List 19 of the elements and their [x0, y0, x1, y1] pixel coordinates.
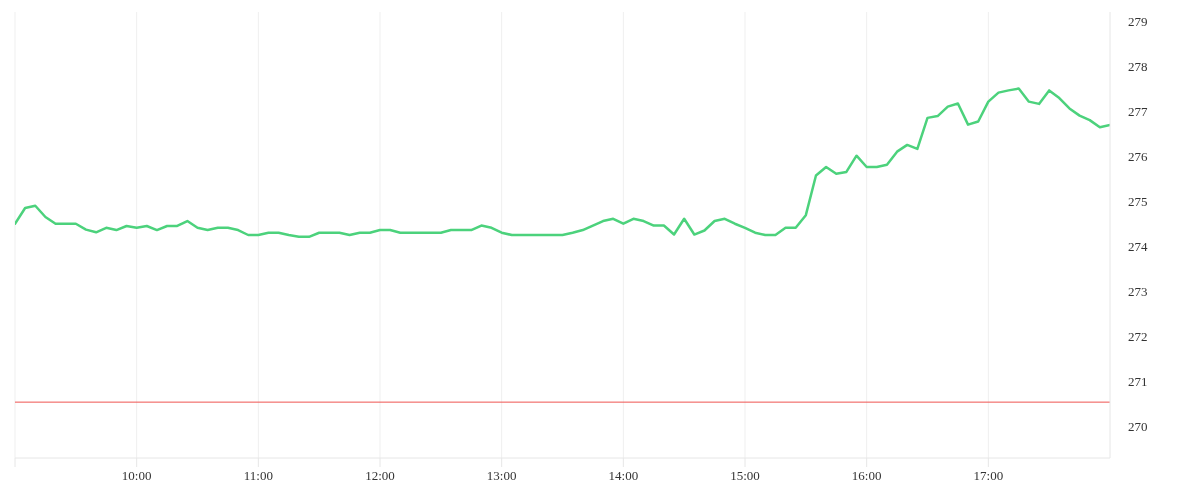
- y-tick-label: 278: [1128, 58, 1148, 74]
- x-tick-label: 12:00: [365, 468, 395, 484]
- x-tick-label: 15:00: [730, 468, 760, 484]
- x-tick-label: 16:00: [851, 468, 882, 484]
- x-tick-label: 11:00: [243, 468, 273, 484]
- y-tick-label: 274: [1128, 238, 1148, 254]
- x-tick-label: 17:00: [973, 468, 1004, 484]
- x-tick-label: 13:00: [486, 468, 517, 484]
- y-tick-label: 270: [1128, 419, 1148, 435]
- y-tick-label: 275: [1128, 193, 1148, 209]
- y-tick-label: 271: [1128, 374, 1148, 390]
- y-tick-label: 277: [1128, 103, 1148, 119]
- x-tick-label: 14:00: [608, 468, 639, 484]
- x-tick-label: 10:00: [121, 468, 152, 484]
- y-tick-label: 272: [1128, 328, 1148, 344]
- line-series: [15, 87, 1110, 239]
- y-tick-label: 273: [1128, 283, 1148, 299]
- y-tick-label: 276: [1128, 148, 1148, 164]
- y-tick-label: 279: [1128, 13, 1148, 29]
